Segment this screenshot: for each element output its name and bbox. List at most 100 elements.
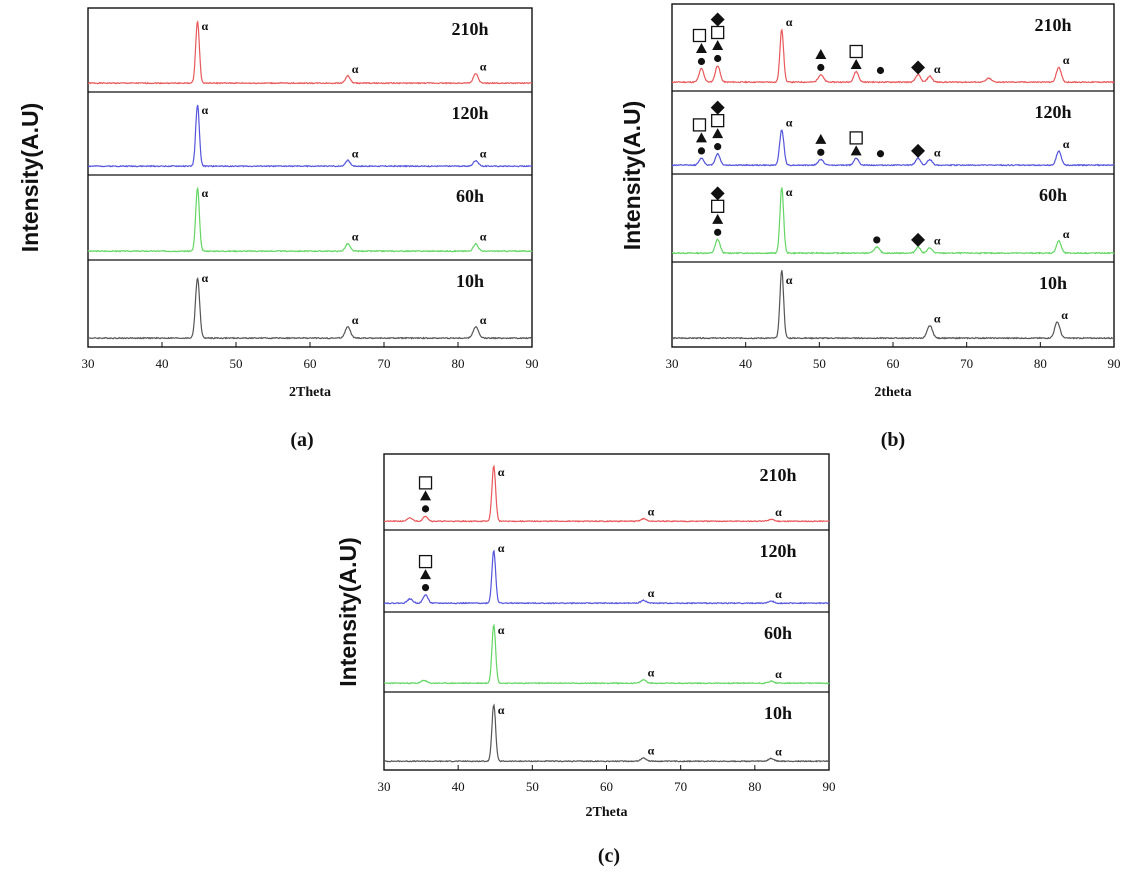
triangle-marker xyxy=(712,40,724,50)
square-marker xyxy=(692,28,707,43)
series-label: 10h xyxy=(1039,273,1067,293)
alpha-peak-label: α xyxy=(775,667,782,681)
alpha-peak-label: α xyxy=(352,62,359,76)
x-tick-label: 40 xyxy=(739,356,752,371)
square-marker xyxy=(849,131,863,145)
y-axis-label: Intensity(A.U) xyxy=(619,101,645,251)
square-marker xyxy=(692,118,707,132)
x-tick-label: 90 xyxy=(526,356,539,371)
alpha-peak-label: α xyxy=(775,587,782,601)
circle-marker xyxy=(873,236,881,244)
diamond-marker xyxy=(710,12,725,27)
circle-marker xyxy=(817,63,825,72)
alpha-peak-label: α xyxy=(775,505,782,519)
series-label: 60h xyxy=(456,186,484,206)
series-line-60h xyxy=(383,623,830,685)
x-axis-label: 2Theta xyxy=(586,805,628,820)
square-marker xyxy=(418,476,433,490)
circle-marker xyxy=(697,57,706,66)
square-marker xyxy=(711,25,725,40)
circle-marker xyxy=(697,147,706,155)
series-line-60h xyxy=(87,186,533,253)
alpha-peak-label: α xyxy=(498,703,505,717)
x-tick-label: 50 xyxy=(526,779,539,794)
circle-marker xyxy=(817,148,825,156)
alpha-peak-label: α xyxy=(934,145,941,159)
triangle-marker xyxy=(695,43,707,53)
series-line-210h xyxy=(671,28,1115,84)
alpha-peak-label: α xyxy=(648,666,655,680)
series-label: 60h xyxy=(764,623,792,643)
circle-marker xyxy=(714,54,722,63)
alpha-peak-label: α xyxy=(934,312,941,326)
series-label: 10h xyxy=(764,703,792,723)
alpha-peak-label: α xyxy=(498,465,505,479)
diamond-marker xyxy=(710,186,725,201)
circle-marker xyxy=(876,66,885,75)
circle-marker xyxy=(421,505,430,513)
square-marker xyxy=(418,554,433,569)
alpha-peak-label: α xyxy=(352,230,359,244)
alpha-peak-label: α xyxy=(480,230,487,244)
series-label: 210h xyxy=(759,465,796,485)
triangle-marker xyxy=(712,213,724,224)
alpha-peak-label: α xyxy=(934,234,941,248)
x-tick-label: 70 xyxy=(674,779,687,794)
square-marker xyxy=(711,113,725,128)
series-line-10h xyxy=(383,703,830,763)
triangle-marker xyxy=(695,132,707,143)
triangle-marker xyxy=(712,128,724,139)
alpha-peak-label: α xyxy=(648,504,655,518)
x-tick-label: 50 xyxy=(813,356,826,371)
alpha-peak-label: α xyxy=(480,313,487,327)
x-tick-label: 80 xyxy=(1034,356,1047,371)
alpha-peak-label: α xyxy=(202,103,209,117)
triangle-marker xyxy=(850,145,862,156)
x-tick-label: 60 xyxy=(304,356,317,371)
series-line-210h xyxy=(87,20,533,85)
circle-marker xyxy=(714,228,722,236)
diamond-marker xyxy=(911,143,926,158)
alpha-peak-label: α xyxy=(480,60,487,74)
series-label: 120h xyxy=(451,103,488,123)
y-axis-label: Intensity(A.U) xyxy=(335,537,361,687)
triangle-marker xyxy=(815,133,827,144)
alpha-peak-label: α xyxy=(498,541,505,555)
diamond-marker xyxy=(911,60,926,75)
xrd-panel: 30 40 50 60 70 80 90 2Theta Intensity(A.U) (c) 210… xyxy=(335,453,836,867)
alpha-peak-label: α xyxy=(648,586,655,600)
x-tick-label: 50 xyxy=(230,356,243,371)
triangle-marker xyxy=(420,490,432,501)
series-label: 210h xyxy=(1034,15,1071,35)
x-axis-label: 2Theta xyxy=(289,385,331,400)
square-marker xyxy=(849,44,863,59)
x-tick-label: 40 xyxy=(156,356,169,371)
circle-marker xyxy=(714,143,722,151)
alpha-peak-label: α xyxy=(352,313,359,327)
alpha-peak-label: α xyxy=(786,15,793,29)
x-tick-label: 80 xyxy=(452,356,465,371)
series-label: 120h xyxy=(1034,102,1071,122)
diamond-marker xyxy=(710,100,725,115)
x-axis-label: 2theta xyxy=(874,385,911,400)
series-line-60h xyxy=(671,187,1115,255)
series-label: 60h xyxy=(1039,185,1067,205)
alpha-peak-label: α xyxy=(1063,137,1070,151)
series-label: 120h xyxy=(759,541,796,561)
x-tick-label: 30 xyxy=(378,779,391,794)
x-tick-label: 70 xyxy=(378,356,391,371)
series-line-120h xyxy=(87,104,533,168)
panel-label: (a) xyxy=(290,429,313,451)
triangle-marker xyxy=(420,569,432,580)
series-line-210h xyxy=(383,464,830,523)
series-line-10h xyxy=(671,270,1114,340)
triangle-marker xyxy=(815,49,827,59)
series-line-120h xyxy=(384,549,830,605)
x-tick-label: 60 xyxy=(600,779,613,794)
alpha-peak-label: α xyxy=(934,62,941,76)
plot-frame xyxy=(87,7,533,348)
triangle-marker xyxy=(850,59,862,69)
x-tick-label: 80 xyxy=(748,779,761,794)
x-tick-label: 90 xyxy=(823,779,836,794)
alpha-peak-label: α xyxy=(498,623,505,637)
